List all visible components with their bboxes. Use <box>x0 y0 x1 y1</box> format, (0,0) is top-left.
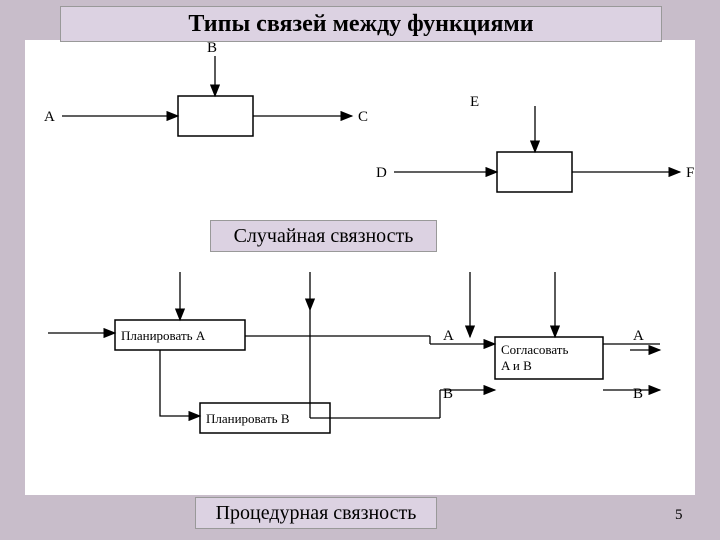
title-band: Типы связей между функциями <box>60 6 662 42</box>
caption1-text: Случайная связность <box>234 225 414 248</box>
caption-random-cohesion: Случайная связность <box>210 220 437 252</box>
title-text: Типы связей между функциями <box>188 11 533 38</box>
caption2-text: Процедурная связность <box>216 502 417 525</box>
caption-procedural-cohesion: Процедурная связность <box>195 497 437 529</box>
inner-frame <box>25 40 695 495</box>
page-number: 5 <box>675 507 683 524</box>
